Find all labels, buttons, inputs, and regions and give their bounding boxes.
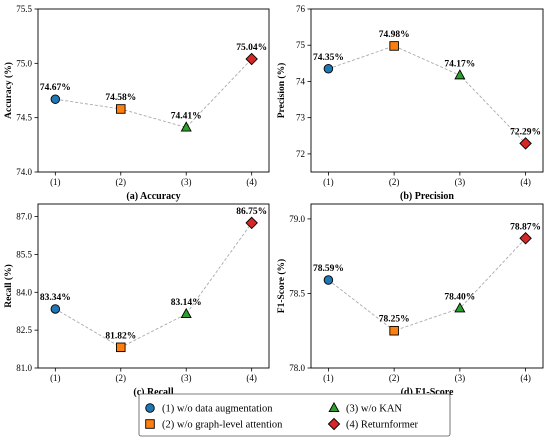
x-tick-label: (3) [455, 177, 466, 187]
y-tick-label: 84.0 [16, 287, 32, 297]
subplot-caption: (b) Precision [400, 191, 454, 202]
x-tick-label: (1) [323, 177, 334, 187]
y-tick-label: 82.5 [16, 325, 32, 335]
legend-marker-triangle [328, 401, 340, 413]
data-label: 78.25% [379, 315, 410, 325]
data-label: 74.67% [40, 83, 71, 93]
y-tick-label: 74 [296, 76, 306, 86]
legend-marker-circle [145, 403, 155, 413]
data-point-circle [323, 64, 334, 74]
subplot-caption: (d) F1-Score [401, 387, 454, 398]
y-tick-label: 85.5 [16, 249, 32, 259]
data-point-diamond [245, 52, 258, 66]
x-tick-label: (4) [520, 177, 531, 187]
legend-marker-diamond [327, 417, 341, 431]
y-tick-label: 74.0 [16, 167, 32, 177]
y-tick-label: 79.0 [289, 214, 305, 224]
legend-entry: (2) w/o graph-level attention [162, 420, 283, 431]
y-axis-label: F1-Score (%) [276, 259, 287, 313]
subplot-2: 72 73 74 75 76 (1) (2) (3) (4) Precision (%) (b) P… [276, 4, 544, 202]
data-point-square [389, 325, 399, 336]
x-tick-label: (3) [181, 177, 192, 187]
data-label: 75.04% [236, 43, 267, 53]
x-tick-label: (2) [116, 373, 127, 383]
data-point-triangle [180, 121, 192, 132]
data-point-circle [50, 304, 61, 314]
data-point-diamond [519, 137, 532, 150]
subplot-1: 74.0 74.5 75.0 75.5 (1) (2) (3) (4) Accuracy (%)… [3, 4, 270, 202]
data-label: 74.41% [171, 111, 202, 121]
data-point-circle [50, 94, 61, 104]
y-tick-label: 76 [296, 4, 306, 14]
y-tick-label: 75.5 [16, 4, 32, 14]
x-tick-label: (4) [246, 177, 257, 187]
data-label: 74.98% [379, 30, 410, 40]
plot-frame [310, 8, 544, 173]
data-label: 81.82% [105, 331, 136, 341]
y-tick-label: 78.0 [289, 363, 305, 373]
subplot-4: 78.0 78.5 79.0 (1) (2) (3) (4) F1-Score (%) (d) … [276, 203, 544, 398]
data-point-triangle [454, 302, 466, 313]
x-tick-label: (2) [389, 177, 400, 187]
x-tick-label: (3) [181, 373, 192, 383]
data-label: 74.17% [444, 59, 475, 69]
series-line [328, 45, 526, 144]
data-label: 74.58% [105, 93, 136, 103]
subplot-3: 81.0 82.5 84.0 85.5 87.0 (1) (2) (3) (4) Recall (… [3, 203, 270, 398]
data-label: 78.87% [510, 222, 541, 232]
y-axis-label: Recall (%) [3, 264, 14, 308]
series-line [55, 222, 253, 348]
legend: (1) w/o data augmentation (2) w/o graph-l… [138, 393, 451, 437]
legend-entry: (1) w/o data augmentation [162, 404, 273, 415]
x-tick-label: (2) [116, 177, 127, 187]
data-point-diamond [519, 232, 532, 245]
data-point-circle [323, 275, 334, 285]
legend-box [138, 393, 451, 437]
data-point-triangle [180, 307, 192, 319]
data-point-triangle [454, 69, 466, 80]
data-label: 78.40% [444, 292, 475, 302]
data-label: 86.75% [236, 207, 267, 217]
data-label: 72.29% [510, 127, 541, 137]
series-line [55, 58, 253, 128]
subplot-caption: (a) Accuracy [126, 191, 180, 202]
plot-frame [37, 203, 270, 369]
data-label: 78.59% [313, 264, 344, 274]
y-tick-label: 72 [296, 149, 305, 159]
x-tick-label: (4) [246, 373, 257, 383]
x-tick-label: (1) [323, 373, 334, 383]
plot-frame [37, 8, 270, 173]
legend-entry: (3) w/o KAN [346, 404, 402, 415]
y-tick-label: 73 [296, 113, 306, 123]
x-tick-label: (1) [50, 373, 61, 383]
y-tick-label: 78.5 [289, 288, 305, 298]
data-label: 83.34% [40, 293, 71, 303]
x-tick-label: (2) [389, 373, 400, 383]
data-point-square [389, 41, 399, 51]
y-tick-label: 81.0 [16, 363, 32, 373]
x-tick-label: (4) [520, 373, 531, 383]
legend-marker-square [145, 419, 155, 429]
subplot-caption: (c) Recall [133, 387, 173, 398]
data-label: 83.14% [171, 298, 202, 308]
data-point-diamond [245, 216, 258, 230]
legend-entry: (4) Returnformer [346, 420, 419, 431]
data-point-square [116, 342, 126, 353]
x-tick-label: (3) [455, 373, 466, 383]
y-axis-label: Precision (%) [276, 63, 287, 119]
y-tick-label: 74.5 [16, 113, 32, 123]
y-tick-label: 75.0 [16, 58, 32, 68]
plot-frame [310, 203, 544, 369]
data-point-square [116, 104, 126, 114]
series-line [328, 237, 526, 332]
y-tick-label: 87.0 [16, 212, 32, 222]
x-tick-label: (1) [50, 177, 61, 187]
y-tick-label: 75 [296, 40, 306, 50]
data-label: 74.35% [313, 53, 344, 63]
y-axis-label: Accuracy (%) [3, 62, 14, 119]
